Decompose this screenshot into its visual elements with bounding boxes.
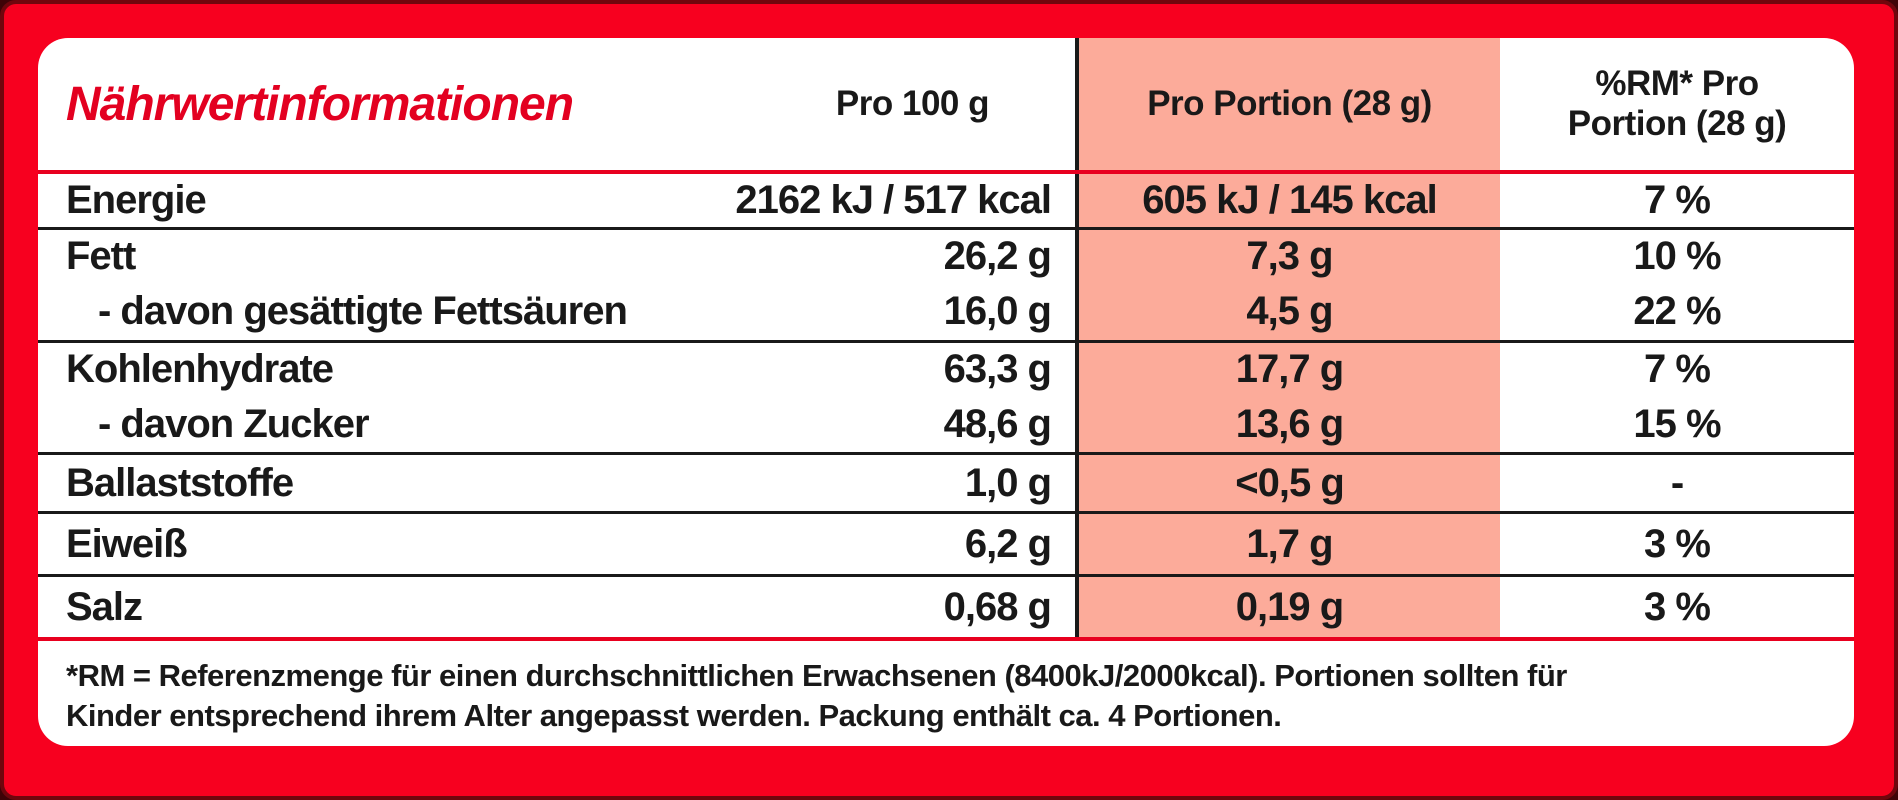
row-label-cell: - davon Zucker [38, 396, 638, 452]
value-per-100g-cell: 2162 kJ / 517 kcal [638, 174, 1075, 227]
table-row: Ballaststoffe 1,0 g <0,5 g - [38, 452, 1854, 511]
value-rm-percent: 22 % [1633, 289, 1721, 333]
value-per-portion: 4,5 g [1246, 289, 1333, 333]
value-rm-percent-cell: 3 % [1500, 577, 1854, 637]
value-rm-percent-cell: 7 % [1500, 174, 1854, 227]
value-per-100g: 26,2 g [943, 234, 1052, 278]
value-rm-percent-cell: 15 % [1500, 396, 1854, 452]
value-rm-percent-cell: - [1500, 455, 1854, 511]
value-per-100g-cell: 16,0 g [638, 283, 1075, 340]
row-label-cell: Ballaststoffe [38, 455, 638, 511]
column-header-rm-line1: %RM* Pro [1595, 63, 1759, 103]
value-per-100g: 16,0 g [943, 289, 1052, 333]
row-label: Fett [66, 234, 136, 278]
value-rm-percent: 3 % [1644, 521, 1711, 566]
table-body: Energie 2162 kJ / 517 kcal 605 kJ / 145 kc… [38, 170, 1854, 637]
row-label-cell: Energie [38, 174, 638, 227]
value-rm-percent: 7 % [1644, 347, 1711, 391]
value-rm-percent: 10 % [1633, 234, 1721, 278]
column-header-per-portion: Pro Portion (28 g) [1147, 84, 1432, 123]
value-per-100g: 63,3 g [943, 347, 1052, 391]
value-rm-percent-cell: 22 % [1500, 283, 1854, 340]
footnote-line-1: *RM = Referenzmenge für einen durchschni… [66, 658, 1567, 693]
row-label: - davon gesättigte Fettsäuren [98, 289, 628, 333]
value-per-portion-cell: 13,6 g [1075, 396, 1500, 452]
table-row: Fett 26,2 g 7,3 g 10 % [38, 227, 1854, 283]
value-rm-percent-cell: 10 % [1500, 230, 1854, 283]
header-rm-cell: %RM* Pro Portion (28 g) [1500, 38, 1854, 170]
value-per-100g-cell: 0,68 g [638, 577, 1075, 637]
value-per-portion-cell: 4,5 g [1075, 283, 1500, 340]
table-row: Salz 0,68 g 0,19 g 3 % [38, 574, 1854, 637]
page-title: Nährwertinformationen [66, 77, 574, 131]
value-rm-percent-cell: 3 % [1500, 514, 1854, 574]
column-header-rm-line2: Portion (28 g) [1567, 104, 1787, 143]
value-per-100g: 2162 kJ / 517 kcal [735, 178, 1052, 222]
value-per-portion-cell: 17,7 g [1075, 343, 1500, 396]
value-per-100g: 0,68 g [943, 584, 1052, 629]
table-row: Energie 2162 kJ / 517 kcal 605 kJ / 145 kc… [38, 170, 1854, 227]
row-label: Eiweiß [66, 521, 188, 566]
value-per-portion: 17,7 g [1235, 347, 1344, 391]
row-label-cell: Eiweiß [38, 514, 638, 574]
value-rm-percent: 7 % [1644, 178, 1711, 222]
value-per-portion: 1,7 g [1246, 521, 1333, 566]
value-per-100g-cell: 1,0 g [638, 455, 1075, 511]
value-per-portion-cell: 7,3 g [1075, 230, 1500, 283]
value-per-100g: 6,2 g [964, 521, 1052, 566]
row-label: - davon Zucker [98, 401, 370, 446]
table-row: Eiweiß 6,2 g 1,7 g 3 % [38, 511, 1854, 574]
row-label: Ballaststoffe [66, 460, 294, 505]
value-per-portion: 0,19 g [1235, 584, 1344, 629]
value-per-portion-cell: 0,19 g [1075, 577, 1500, 637]
value-per-100g-cell: 6,2 g [638, 514, 1075, 574]
value-rm-percent: 3 % [1644, 584, 1711, 629]
row-label: Energie [66, 178, 207, 222]
table-row: - davon Zucker 48,6 g 13,6 g 15 % [38, 396, 1854, 452]
table-row: - davon gesättigte Fettsäuren 16,0 g 4,5 g… [38, 283, 1854, 340]
row-label-cell: Fett [38, 230, 638, 283]
header-per-portion-cell: Pro Portion (28 g) [1075, 38, 1500, 170]
row-label-cell: - davon gesättigte Fettsäuren [38, 283, 638, 340]
table-header-row: Nährwertinformationen Pro 100 g Pro Port… [38, 38, 1854, 170]
footnote-line-2: Kinder entsprechend ihrem Alter angepass… [66, 697, 1282, 733]
table-row: Kohlenhydrate 63,3 g 17,7 g 7 % [38, 340, 1854, 396]
row-label: Kohlenhydrate [66, 347, 334, 391]
value-rm-percent-cell: 7 % [1500, 343, 1854, 396]
value-per-portion: 13,6 g [1235, 401, 1344, 446]
value-per-portion: 605 kJ / 145 kcal [1142, 178, 1437, 222]
header-per-100g-cell: Pro 100 g [638, 38, 1075, 170]
row-label: Salz [66, 584, 143, 629]
value-rm-percent: 15 % [1633, 401, 1721, 446]
value-per-portion-cell: 1,7 g [1075, 514, 1500, 574]
value-per-portion-cell: 605 kJ / 145 kcal [1075, 174, 1500, 227]
row-label-cell: Kohlenhydrate [38, 343, 638, 396]
value-per-portion: 7,3 g [1246, 234, 1333, 278]
value-per-100g-cell: 48,6 g [638, 396, 1075, 452]
value-per-100g: 48,6 g [943, 401, 1052, 446]
value-per-100g-cell: 26,2 g [638, 230, 1075, 283]
nutrition-table-card: Nährwertinformationen Pro 100 g Pro Port… [38, 38, 1854, 746]
value-per-100g-cell: 63,3 g [638, 343, 1075, 396]
value-per-portion: <0,5 g [1235, 460, 1345, 505]
column-header-per-100g: Pro 100 g [835, 84, 990, 123]
value-rm-percent: - [1670, 460, 1684, 505]
header-title-cell: Nährwertinformationen [38, 38, 638, 170]
row-label-cell: Salz [38, 577, 638, 637]
footnote: *RM = Referenzmenge für einen durchschni… [38, 637, 1854, 746]
value-per-100g: 1,0 g [964, 460, 1052, 505]
value-per-portion-cell: <0,5 g [1075, 455, 1500, 511]
column-header-rm-percent: %RM* Pro Portion (28 g) [1568, 64, 1787, 145]
